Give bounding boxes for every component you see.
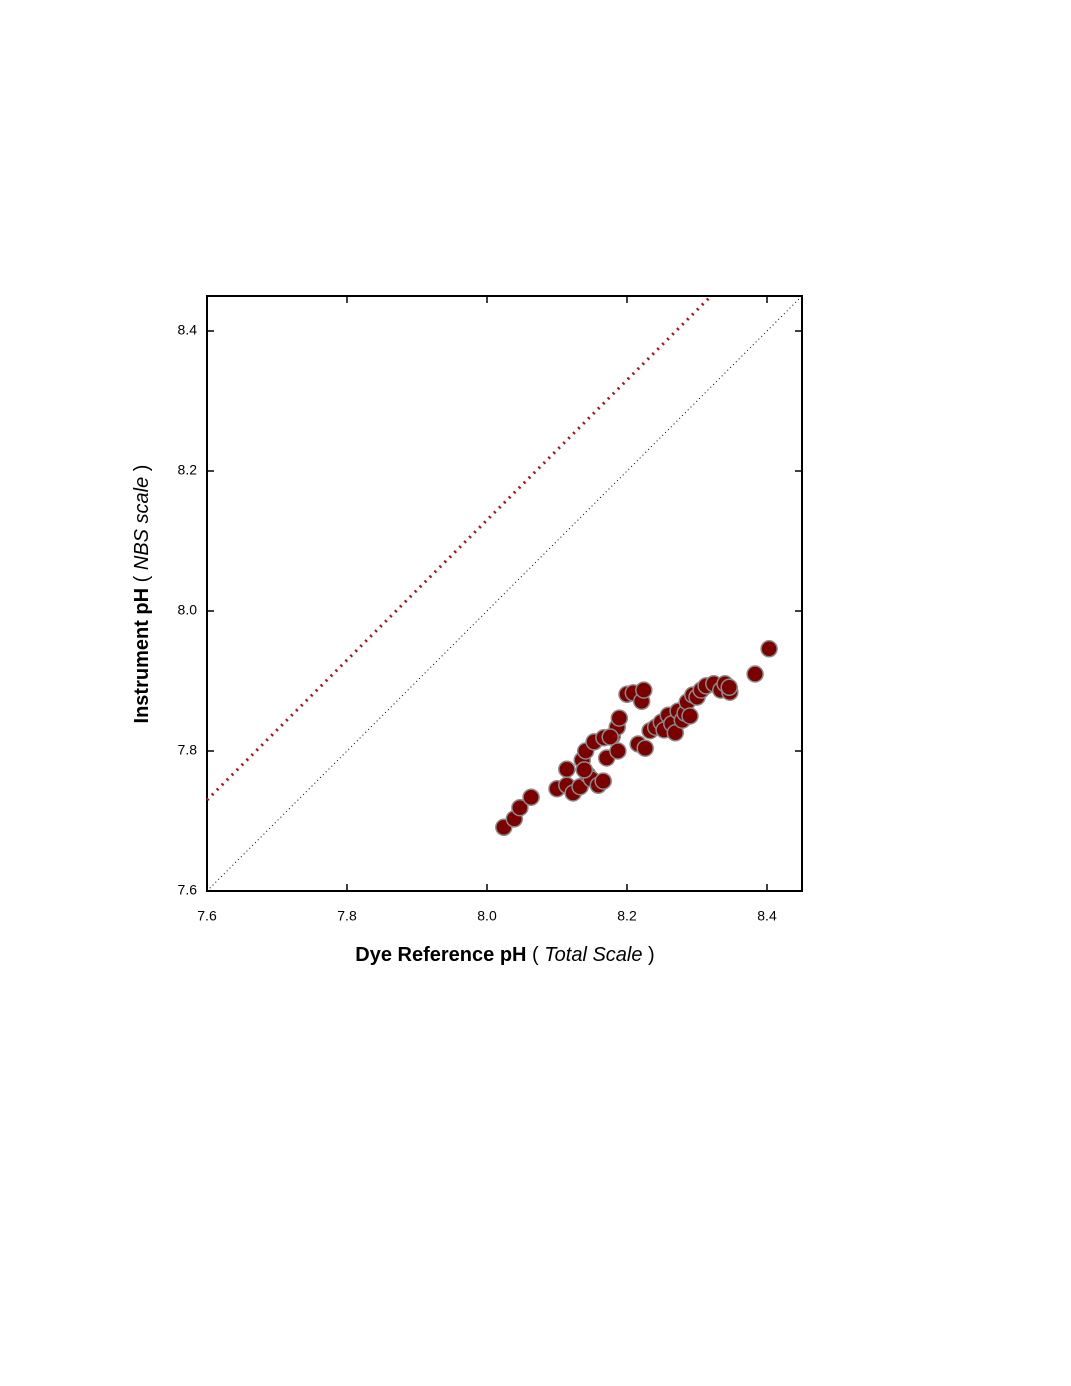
- y-tick-label: 7.6: [178, 882, 198, 898]
- x-axis-title-paren: ): [642, 944, 654, 966]
- data-point: [511, 798, 529, 817]
- reference-line: [206, 295, 803, 892]
- x-tick-label: 8.0: [477, 908, 497, 924]
- x-tick-label: 8.4: [757, 908, 777, 924]
- data-point: [575, 761, 594, 779]
- x-axis-title-unit: Total Scale: [544, 944, 642, 966]
- y-tick-label: 8.0: [178, 602, 198, 618]
- data-point: [760, 640, 778, 658]
- data-point: [746, 665, 764, 683]
- x-axis-title-main: Dye Reference pH: [355, 944, 526, 966]
- data-point: [594, 772, 612, 790]
- y-axis-title: Instrument pH ( NBS scale ): [131, 465, 153, 724]
- plot-frame: [206, 295, 803, 892]
- data-point: [558, 760, 576, 778]
- y-axis-title-paren: (: [131, 570, 153, 588]
- data-point: [720, 678, 738, 697]
- data-point: [636, 739, 654, 757]
- reference-line: [205, 294, 713, 802]
- y-axis-title-main: Instrument pH: [131, 588, 153, 724]
- data-point: [635, 681, 653, 699]
- data-point: [522, 788, 540, 806]
- x-axis-title: Dye Reference pH ( Total Scale ): [355, 944, 654, 966]
- y-axis-title-paren: ): [131, 465, 153, 477]
- x-tick-label: 7.8: [337, 908, 357, 924]
- data-point: [601, 728, 619, 746]
- y-tick-label: 7.8: [178, 742, 198, 758]
- x-tick-label: 7.6: [197, 908, 217, 924]
- x-tick-label: 8.2: [617, 908, 637, 924]
- y-tick-label: 8.4: [178, 322, 198, 338]
- data-point: [609, 742, 627, 760]
- y-tick-label: 8.2: [178, 462, 198, 478]
- y-axis-title-unit: NBS scale: [131, 477, 153, 570]
- data-point: [610, 709, 629, 727]
- data-point: [681, 707, 699, 725]
- x-axis-title-paren: (: [526, 944, 544, 966]
